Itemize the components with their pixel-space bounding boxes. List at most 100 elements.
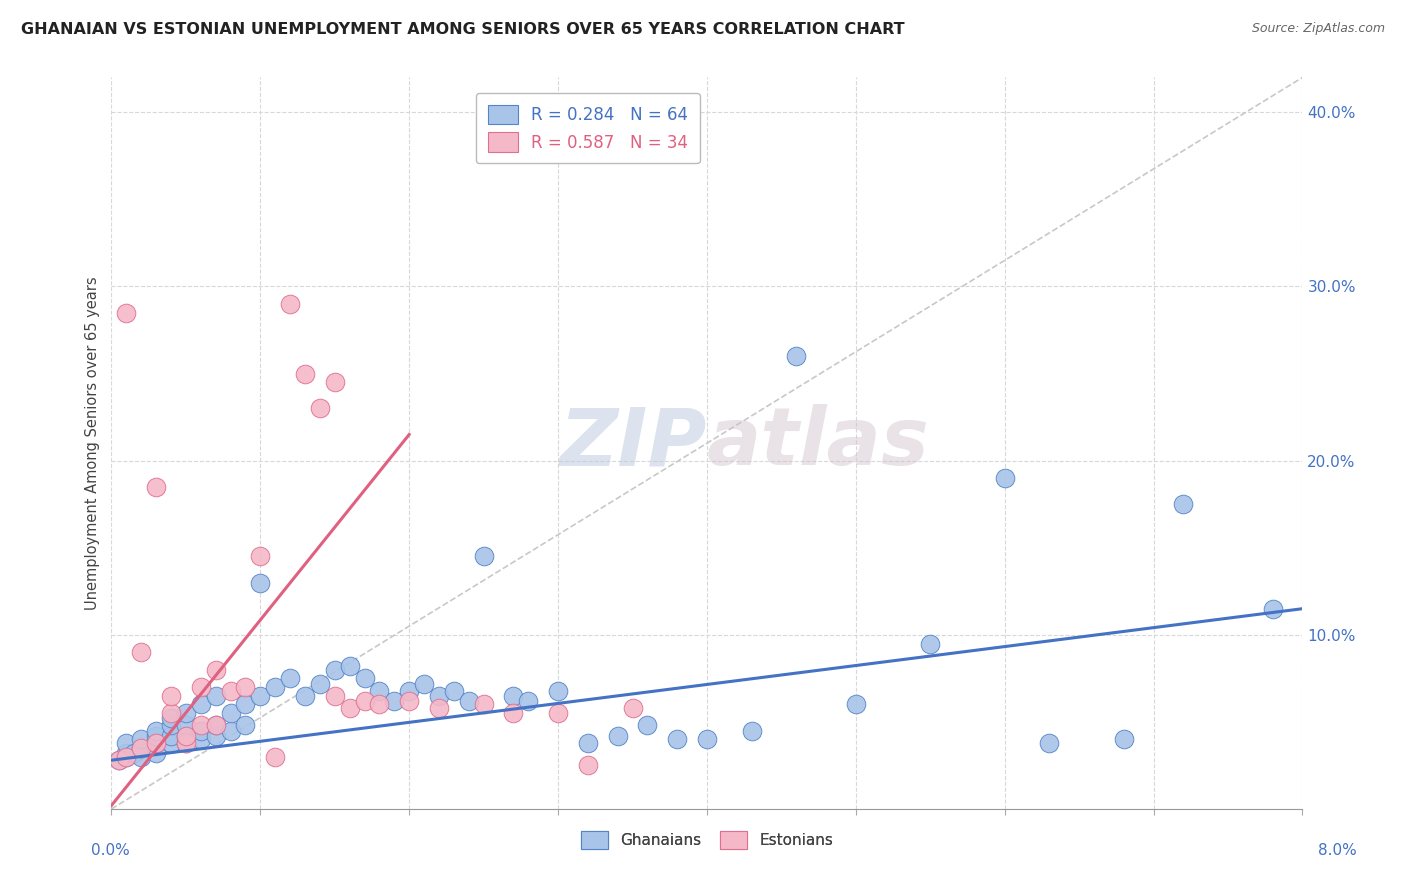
Point bbox=[190, 732, 212, 747]
Point bbox=[115, 749, 138, 764]
Point bbox=[235, 718, 257, 732]
Point bbox=[443, 683, 465, 698]
Point bbox=[845, 698, 868, 712]
Point bbox=[308, 676, 330, 690]
Point bbox=[160, 711, 183, 725]
Point bbox=[249, 689, 271, 703]
Point bbox=[145, 736, 167, 750]
Point bbox=[129, 749, 152, 764]
Point bbox=[129, 732, 152, 747]
Point bbox=[174, 736, 197, 750]
Point bbox=[204, 729, 226, 743]
Point bbox=[353, 672, 375, 686]
Point bbox=[278, 672, 301, 686]
Text: 0.0%: 0.0% bbox=[91, 843, 131, 858]
Point bbox=[576, 758, 599, 772]
Point bbox=[264, 680, 287, 694]
Point bbox=[323, 663, 346, 677]
Point bbox=[160, 689, 183, 703]
Point bbox=[741, 723, 763, 738]
Point bbox=[502, 706, 524, 721]
Text: GHANAIAN VS ESTONIAN UNEMPLOYMENT AMONG SENIORS OVER 65 YEARS CORRELATION CHART: GHANAIAN VS ESTONIAN UNEMPLOYMENT AMONG … bbox=[21, 22, 904, 37]
Point bbox=[145, 729, 167, 743]
Point bbox=[308, 401, 330, 416]
Point bbox=[785, 349, 807, 363]
Text: 8.0%: 8.0% bbox=[1317, 843, 1357, 858]
Point bbox=[576, 736, 599, 750]
Point bbox=[219, 683, 242, 698]
Point bbox=[115, 736, 138, 750]
Point bbox=[219, 723, 242, 738]
Point bbox=[160, 729, 183, 743]
Point bbox=[264, 749, 287, 764]
Point bbox=[190, 723, 212, 738]
Point bbox=[108, 753, 131, 767]
Point bbox=[145, 736, 167, 750]
Point bbox=[190, 680, 212, 694]
Point bbox=[1112, 732, 1135, 747]
Text: Source: ZipAtlas.com: Source: ZipAtlas.com bbox=[1251, 22, 1385, 36]
Point bbox=[696, 732, 718, 747]
Point bbox=[174, 729, 197, 743]
Point bbox=[502, 689, 524, 703]
Point bbox=[368, 683, 391, 698]
Point bbox=[108, 753, 131, 767]
Point bbox=[472, 549, 495, 564]
Point bbox=[294, 367, 316, 381]
Point bbox=[115, 746, 138, 760]
Point bbox=[606, 729, 628, 743]
Point bbox=[129, 645, 152, 659]
Point bbox=[636, 718, 658, 732]
Point bbox=[547, 683, 569, 698]
Point bbox=[190, 698, 212, 712]
Point bbox=[427, 701, 450, 715]
Point bbox=[115, 749, 138, 764]
Point bbox=[204, 718, 226, 732]
Point bbox=[249, 575, 271, 590]
Point bbox=[235, 680, 257, 694]
Point bbox=[339, 701, 361, 715]
Y-axis label: Unemployment Among Seniors over 65 years: Unemployment Among Seniors over 65 years bbox=[86, 277, 100, 610]
Text: ZIP: ZIP bbox=[560, 404, 707, 483]
Point bbox=[413, 676, 436, 690]
Text: atlas: atlas bbox=[707, 404, 929, 483]
Point bbox=[219, 706, 242, 721]
Point bbox=[1038, 736, 1060, 750]
Point bbox=[323, 376, 346, 390]
Point bbox=[994, 471, 1017, 485]
Point bbox=[1173, 497, 1195, 511]
Point bbox=[129, 741, 152, 756]
Point bbox=[666, 732, 689, 747]
Point bbox=[115, 305, 138, 319]
Point bbox=[145, 723, 167, 738]
Point bbox=[174, 718, 197, 732]
Point bbox=[920, 636, 942, 650]
Point bbox=[472, 698, 495, 712]
Point bbox=[145, 746, 167, 760]
Point bbox=[398, 694, 420, 708]
Point bbox=[517, 694, 540, 708]
Point bbox=[122, 746, 145, 760]
Point bbox=[353, 694, 375, 708]
Point bbox=[204, 689, 226, 703]
Point bbox=[339, 659, 361, 673]
Point bbox=[160, 706, 183, 721]
Point bbox=[174, 706, 197, 721]
Point bbox=[278, 297, 301, 311]
Point bbox=[249, 549, 271, 564]
Point bbox=[160, 736, 183, 750]
Point bbox=[174, 729, 197, 743]
Point bbox=[294, 689, 316, 703]
Point bbox=[382, 694, 405, 708]
Point bbox=[368, 698, 391, 712]
Point bbox=[547, 706, 569, 721]
Point bbox=[129, 741, 152, 756]
Point bbox=[1261, 601, 1284, 615]
Point bbox=[235, 698, 257, 712]
Point bbox=[190, 718, 212, 732]
Point bbox=[204, 718, 226, 732]
Point bbox=[621, 701, 644, 715]
Point bbox=[427, 689, 450, 703]
Point bbox=[457, 694, 479, 708]
Legend: Ghanaians, Estonians: Ghanaians, Estonians bbox=[572, 823, 841, 856]
